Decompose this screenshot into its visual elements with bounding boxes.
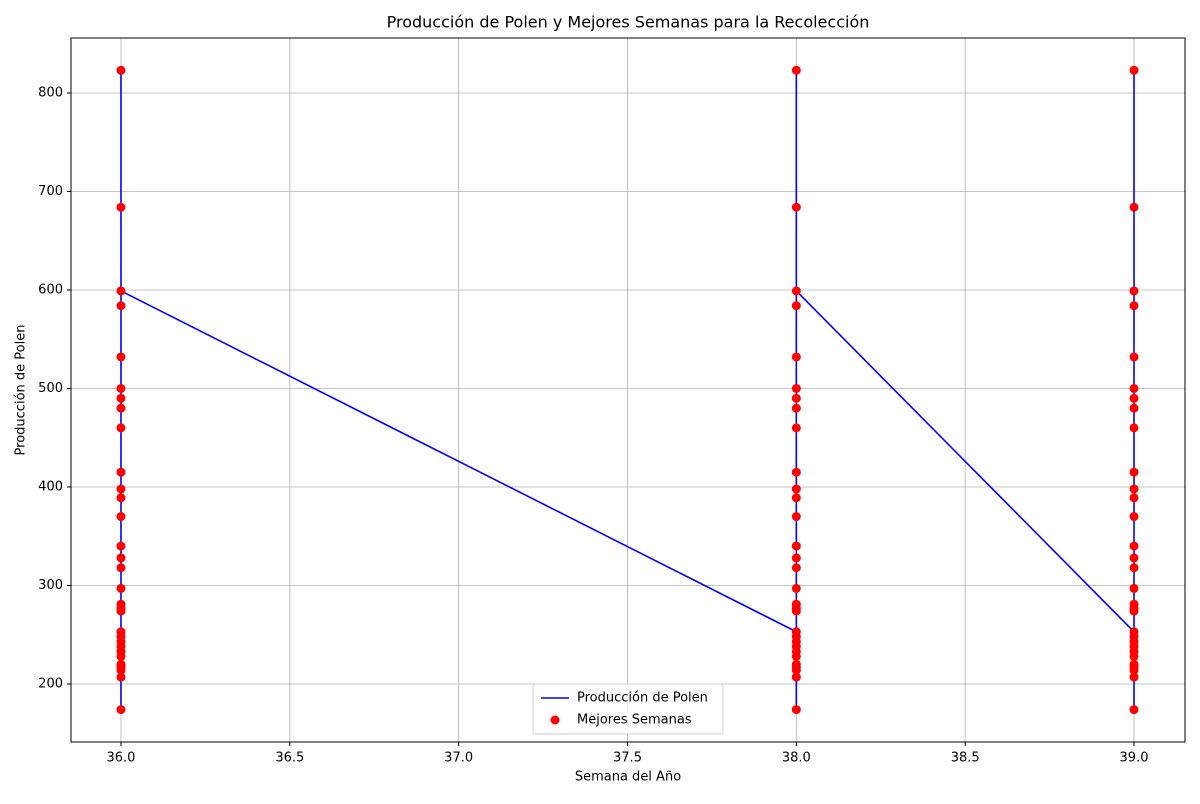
- scatter-point: [791, 672, 801, 682]
- scatter-point: [116, 393, 126, 403]
- scatter-point: [791, 286, 801, 296]
- scatter-point: [1129, 403, 1139, 413]
- scatter-point: [1129, 493, 1139, 503]
- scatter-point: [1129, 672, 1139, 682]
- scatter-point: [791, 393, 801, 403]
- scatter-point: [1129, 553, 1139, 563]
- scatter-point: [116, 541, 126, 551]
- scatter-point: [116, 467, 126, 477]
- scatter-point: [791, 541, 801, 551]
- scatter-point: [1129, 301, 1139, 311]
- scatter-point: [116, 352, 126, 362]
- scatter-point: [1129, 393, 1139, 403]
- x-tick-label: 37.0: [444, 751, 473, 766]
- x-tick-label: 39.0: [1120, 751, 1149, 766]
- y-tick-label: 600: [38, 282, 63, 297]
- scatter-point: [791, 599, 801, 609]
- scatter-point: [116, 705, 126, 715]
- scatter-point: [791, 467, 801, 477]
- y-tick-label: 800: [38, 85, 63, 100]
- scatter-point: [791, 383, 801, 393]
- scatter-point: [791, 403, 801, 413]
- scatter-point: [791, 553, 801, 563]
- scatter-point: [791, 583, 801, 593]
- scatter-point: [791, 423, 801, 433]
- scatter-point: [116, 286, 126, 296]
- scatter-point: [116, 553, 126, 563]
- scatter-point: [116, 423, 126, 433]
- scatter-point: [791, 512, 801, 522]
- scatter-point: [1129, 512, 1139, 522]
- scatter-point: [791, 563, 801, 573]
- scatter-point: [791, 65, 801, 75]
- legend: Producción de Polen Mejores Semanas: [532, 683, 724, 735]
- scatter-point: [116, 202, 126, 212]
- scatter-point: [116, 632, 126, 642]
- y-tick-label: 300: [38, 578, 63, 593]
- scatter-point: [1129, 583, 1139, 593]
- scatter-point: [116, 383, 126, 393]
- scatter-point: [791, 705, 801, 715]
- scatter-point: [1129, 65, 1139, 75]
- scatter-point: [791, 301, 801, 311]
- legend-label: Mejores Semanas: [577, 713, 692, 728]
- x-tick-label: 36.0: [106, 751, 135, 766]
- scatter-point: [1129, 563, 1139, 573]
- y-tick-label: 500: [38, 381, 63, 396]
- scatter-point: [116, 659, 126, 669]
- y-tick-label: 700: [38, 184, 63, 199]
- scatter-point: [116, 672, 126, 682]
- scatter-point: [116, 512, 126, 522]
- scatter-point: [1129, 599, 1139, 609]
- scatter-point: [1129, 202, 1139, 212]
- scatter-point: [1129, 383, 1139, 393]
- scatter-point: [1129, 423, 1139, 433]
- scatter-point: [1129, 541, 1139, 551]
- scatter-point: [791, 484, 801, 494]
- scatter-point: [116, 599, 126, 609]
- chart-title: Producción de Polen y Mejores Semanas pa…: [387, 13, 870, 32]
- scatter-point: [116, 493, 126, 503]
- scatter-point: [1129, 467, 1139, 477]
- x-axis-label: Semana del Año: [575, 770, 681, 785]
- scatter-point: [116, 65, 126, 75]
- scatter-point: [791, 659, 801, 669]
- x-tick-label: 37.5: [613, 751, 642, 766]
- scatter-point: [116, 583, 126, 593]
- scatter-point: [116, 403, 126, 413]
- scatter-point: [1129, 705, 1139, 715]
- axes-frame: [70, 37, 1186, 743]
- scatter-point: [116, 301, 126, 311]
- legend-box: [532, 683, 724, 735]
- legend-label: Producción de Polen: [577, 691, 708, 706]
- scatter-point: [116, 563, 126, 573]
- legend-marker: [550, 715, 560, 725]
- scatter-point: [1129, 632, 1139, 642]
- scatter-point: [791, 632, 801, 642]
- scatter-point: [791, 202, 801, 212]
- scatter-point: [1129, 484, 1139, 494]
- scatter-point: [1129, 352, 1139, 362]
- scatter-point: [1129, 659, 1139, 669]
- x-tick-label: 38.5: [951, 751, 980, 766]
- scatter-point: [116, 484, 126, 494]
- y-tick-label: 200: [38, 676, 63, 691]
- x-tick-label: 38.0: [782, 751, 811, 766]
- y-tick-label: 400: [38, 479, 63, 494]
- scatter-point: [791, 352, 801, 362]
- y-axis-label: Producción de Polen: [14, 325, 29, 456]
- scatter-point: [1129, 286, 1139, 296]
- x-tick-label: 36.5: [275, 751, 304, 766]
- scatter-point: [791, 493, 801, 503]
